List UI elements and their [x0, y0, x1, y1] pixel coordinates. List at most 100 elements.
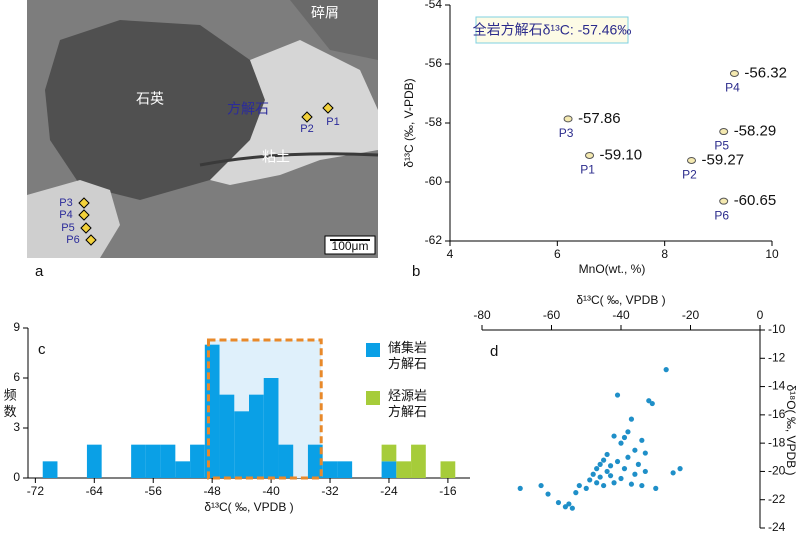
data-point — [601, 457, 607, 463]
data-point — [545, 491, 551, 497]
panel-label: d — [490, 343, 498, 360]
bar — [145, 444, 161, 478]
y-tick-label: 6 — [13, 370, 20, 384]
data-point — [611, 433, 617, 439]
clay-band — [199, 152, 379, 167]
y-tick-label: -16 — [768, 407, 786, 421]
data-point — [719, 197, 729, 205]
debris-label: 碎屑 — [311, 5, 339, 21]
bar — [175, 461, 191, 478]
data-label: -56.32 — [744, 64, 787, 81]
data-point — [566, 501, 572, 507]
sample-point — [78, 197, 90, 209]
sample-label: P6 — [66, 234, 79, 246]
scale-bar-label: 100μm — [332, 239, 369, 253]
sample-point — [322, 102, 334, 114]
x-tick-label: -64 — [86, 484, 104, 498]
quartz-grain — [45, 20, 265, 200]
panel-label: b — [412, 263, 420, 280]
data-point — [594, 480, 600, 486]
data-label: -60.65 — [734, 192, 777, 209]
data-point — [635, 461, 641, 467]
y-tick-label: -56 — [425, 56, 443, 70]
sample-point — [85, 234, 97, 246]
sample-label: P3 — [59, 197, 72, 209]
x-tick-label: -20 — [682, 308, 700, 322]
point-label: P4 — [725, 81, 740, 95]
y-tick-label: -58 — [425, 115, 443, 129]
data-point — [569, 505, 575, 511]
y-tick-label: -20 — [768, 464, 786, 478]
y-axis-title: 频 数 — [2, 388, 17, 418]
data-point — [517, 485, 523, 491]
panel-label: a — [35, 263, 44, 280]
x-tick-label: -60 — [543, 308, 561, 322]
y-axis-title: δ¹³C (‰, V-PDB) — [402, 78, 416, 167]
data-point — [538, 482, 544, 489]
data-point — [573, 490, 579, 496]
data-label: -58.29 — [734, 123, 777, 140]
point-label: P6 — [714, 208, 729, 222]
x-tick-label: -56 — [145, 484, 163, 498]
data-point — [562, 504, 569, 510]
y-tick-label: -18 — [768, 435, 786, 449]
debris-area — [290, 0, 378, 60]
data-point — [601, 482, 607, 489]
x-tick-label: -48 — [203, 484, 221, 498]
y-tick-label: -14 — [768, 379, 786, 393]
y-tick-label: -24 — [768, 520, 786, 534]
sample-label: P5 — [61, 222, 74, 234]
data-label: -59.27 — [702, 151, 745, 168]
data-point — [625, 454, 631, 460]
bar — [381, 461, 397, 478]
y-tick-label: -54 — [425, 0, 443, 11]
data-point — [642, 468, 648, 475]
y-tick-label: 9 — [13, 320, 20, 334]
data-point — [639, 437, 645, 443]
bar — [219, 394, 235, 478]
data-point — [583, 485, 589, 491]
data-point — [670, 470, 676, 476]
data-point — [611, 480, 617, 486]
y-tick-label: 3 — [13, 420, 20, 434]
annotation: 全岩方解石δ¹³C: -57.46‰ — [473, 22, 632, 38]
x-tick-label: 10 — [765, 247, 779, 261]
bar — [160, 444, 176, 478]
point-label: P2 — [682, 168, 697, 182]
data-point — [576, 482, 582, 489]
bar — [278, 444, 294, 478]
data-point — [719, 128, 729, 136]
sample-point — [78, 209, 90, 221]
x-tick-label: -24 — [380, 484, 398, 498]
panel-label: c — [38, 341, 46, 358]
point-label: P1 — [580, 163, 595, 177]
data-point — [614, 392, 621, 398]
calcite-label: 方解石 — [227, 101, 269, 117]
point-label: P3 — [559, 126, 574, 140]
bar — [322, 461, 338, 478]
y-tick-label: -12 — [768, 350, 786, 364]
highlight-box — [206, 338, 323, 480]
calcite-grain-lower — [27, 180, 120, 258]
data-point — [607, 463, 614, 469]
bar — [42, 461, 58, 478]
bar — [307, 444, 323, 478]
y-tick-label: -10 — [768, 322, 786, 336]
bar — [86, 444, 102, 478]
x-tick-label: -72 — [27, 484, 45, 498]
data-point — [649, 400, 655, 407]
x-tick-label: 8 — [661, 247, 668, 261]
data-point — [632, 471, 638, 477]
data-point — [646, 398, 652, 404]
legend-label: 储集岩方解石 — [388, 340, 428, 371]
data-point — [653, 485, 659, 491]
bar — [396, 461, 412, 478]
bar — [411, 444, 426, 478]
bar — [131, 444, 146, 478]
data-point — [628, 481, 635, 487]
annotation-box — [475, 16, 629, 44]
legend-swatch — [366, 391, 380, 405]
data-point — [639, 482, 645, 489]
data-point — [614, 458, 621, 465]
